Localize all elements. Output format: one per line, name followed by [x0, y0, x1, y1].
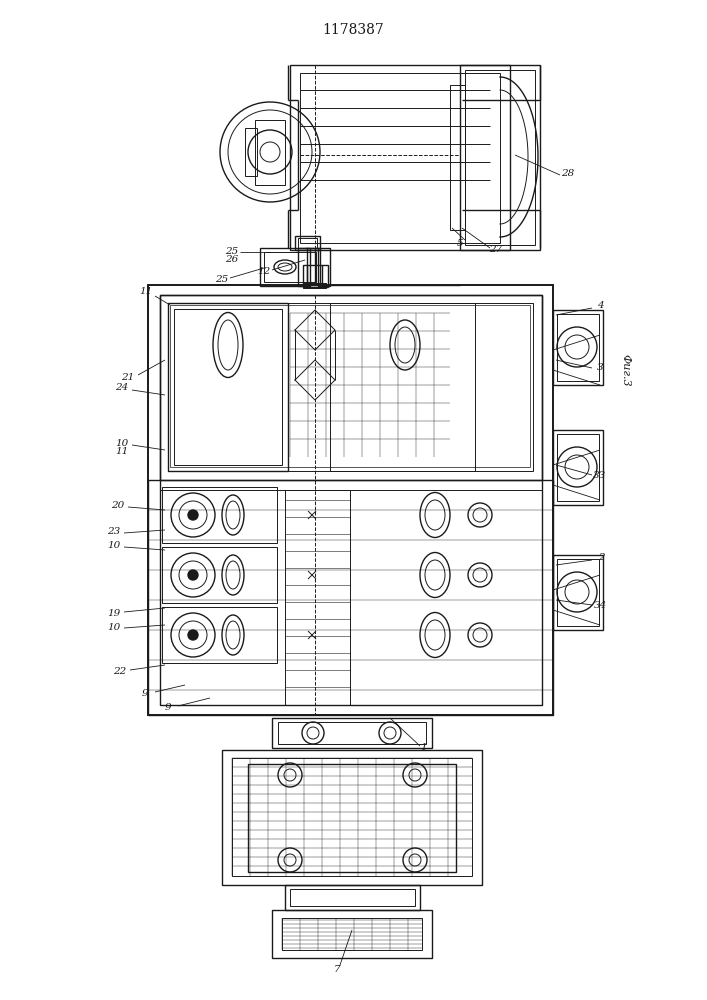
- Text: 9: 9: [141, 690, 148, 698]
- Bar: [148, 480, 553, 715]
- Bar: [300, 73, 500, 243]
- Text: 25: 25: [226, 247, 239, 256]
- Text: 12: 12: [257, 266, 271, 275]
- Bar: [298, 248, 310, 286]
- Bar: [460, 65, 540, 250]
- Bar: [290, 889, 415, 906]
- Text: 21: 21: [122, 372, 134, 381]
- Bar: [245, 128, 257, 176]
- Bar: [168, 303, 288, 471]
- Bar: [298, 238, 317, 248]
- Bar: [553, 555, 603, 630]
- Bar: [162, 607, 277, 663]
- Bar: [162, 547, 277, 603]
- Bar: [148, 285, 553, 715]
- Bar: [272, 910, 432, 958]
- Text: 10: 10: [107, 624, 121, 633]
- Bar: [272, 718, 432, 748]
- Bar: [553, 310, 603, 385]
- Bar: [465, 70, 535, 245]
- Bar: [232, 758, 472, 876]
- Bar: [255, 120, 285, 185]
- Text: 24: 24: [115, 383, 129, 392]
- Text: 10: 10: [107, 542, 121, 550]
- Circle shape: [188, 570, 198, 580]
- Text: 33: 33: [593, 471, 607, 480]
- Bar: [160, 295, 542, 705]
- Circle shape: [188, 630, 198, 640]
- Bar: [264, 252, 316, 282]
- Text: 28: 28: [561, 169, 575, 178]
- Bar: [290, 65, 510, 250]
- Text: 7: 7: [334, 966, 340, 974]
- Bar: [285, 490, 350, 705]
- Bar: [170, 305, 530, 467]
- Bar: [303, 283, 326, 288]
- Text: 23: 23: [107, 528, 121, 536]
- Text: 26: 26: [226, 255, 239, 264]
- Bar: [318, 248, 330, 286]
- Bar: [303, 265, 328, 287]
- Bar: [278, 722, 426, 744]
- Text: Фиг.3: Фиг.3: [620, 354, 630, 386]
- Bar: [222, 750, 482, 885]
- Bar: [450, 85, 465, 230]
- Text: 20: 20: [112, 502, 124, 510]
- Bar: [168, 303, 533, 471]
- Text: 10: 10: [115, 438, 129, 448]
- Bar: [557, 434, 599, 501]
- Text: 11: 11: [115, 448, 129, 456]
- Text: 5: 5: [457, 239, 463, 248]
- Text: 27: 27: [489, 245, 503, 254]
- Text: 34: 34: [595, 601, 607, 610]
- Text: 11: 11: [139, 288, 153, 296]
- Bar: [557, 559, 599, 626]
- Text: 1: 1: [421, 744, 427, 752]
- Bar: [330, 303, 475, 471]
- Text: 25: 25: [216, 274, 228, 284]
- Bar: [553, 430, 603, 505]
- Bar: [282, 918, 422, 950]
- Text: 1178387: 1178387: [322, 23, 384, 37]
- Bar: [174, 309, 282, 465]
- Text: 9: 9: [165, 704, 171, 712]
- Text: 3: 3: [597, 362, 603, 371]
- Bar: [260, 248, 320, 286]
- Bar: [248, 764, 456, 872]
- Text: 19: 19: [107, 609, 121, 618]
- Bar: [162, 487, 277, 543]
- Bar: [160, 490, 542, 705]
- Bar: [295, 236, 320, 250]
- Text: 4: 4: [597, 302, 603, 310]
- Bar: [160, 295, 542, 480]
- Text: 2: 2: [597, 554, 604, 562]
- Circle shape: [188, 510, 198, 520]
- Bar: [557, 314, 599, 381]
- Text: 22: 22: [113, 668, 127, 676]
- Bar: [285, 885, 420, 910]
